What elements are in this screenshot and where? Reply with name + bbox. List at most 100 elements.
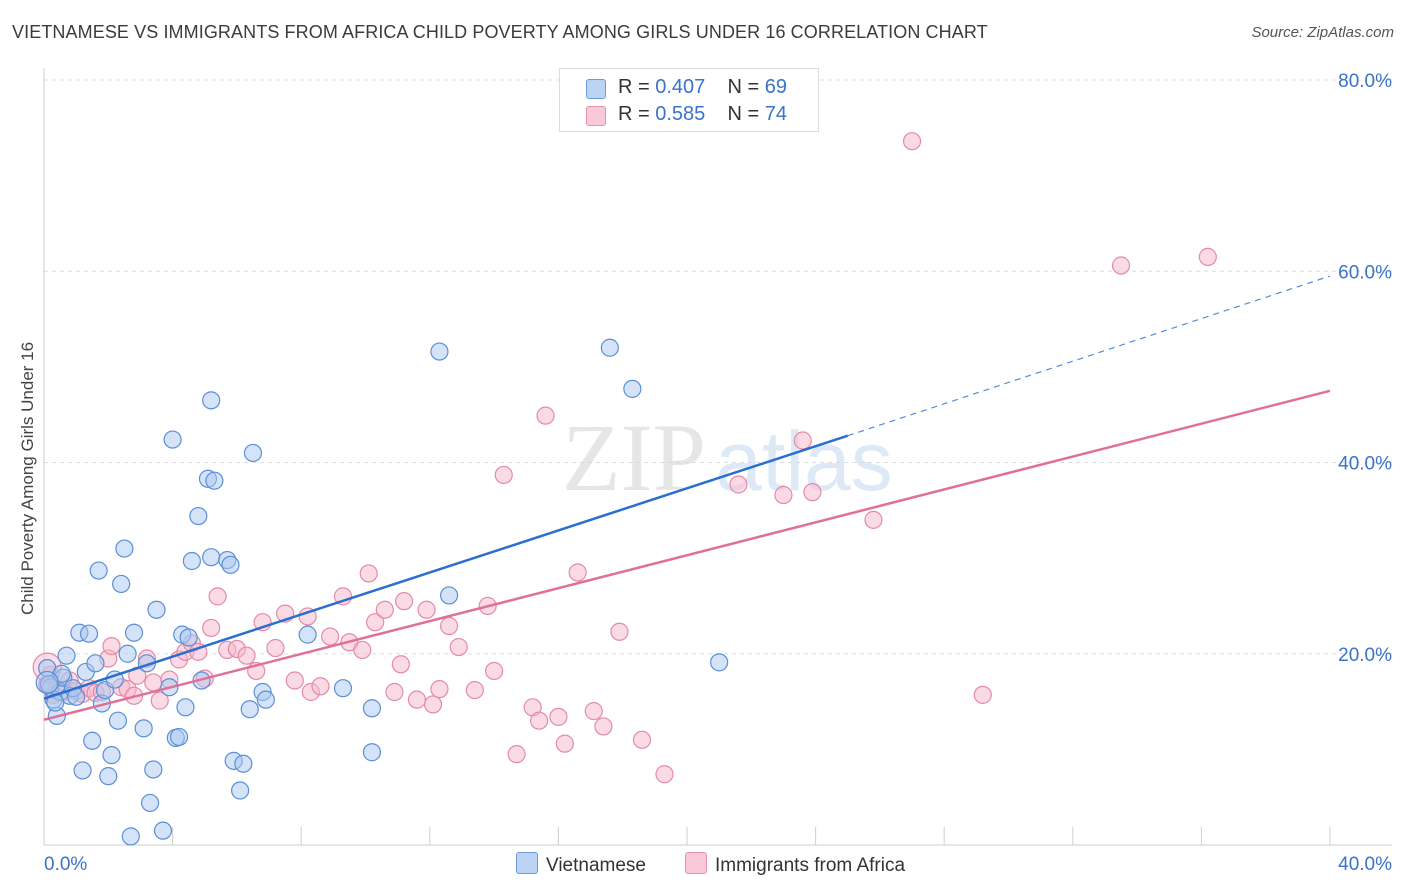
africa-point	[494, 465, 513, 485]
vietnamese-point	[243, 443, 263, 463]
watermark-zip: ZIP	[562, 404, 706, 511]
vietnamese-point	[298, 625, 317, 644]
vietnamese-point	[362, 743, 382, 762]
africa-point	[632, 730, 652, 749]
chart-title: VIETNAMESE VS IMMIGRANTS FROM AFRICA CHI…	[12, 22, 988, 42]
vietnamese-point	[710, 653, 729, 672]
vietnamese-point	[57, 646, 76, 665]
vietnamese-point	[124, 623, 144, 642]
y-axis-label: Child Poverty Among Girls Under 16	[18, 341, 37, 615]
africa-point	[359, 564, 378, 583]
bottom-legend-vietnamese: Vietnamese	[516, 852, 646, 877]
legend-r-value: 0.407	[655, 76, 706, 98]
africa-point	[729, 475, 748, 494]
bottom-legend-label: Vietnamese	[546, 855, 646, 876]
vietnamese-point	[79, 624, 99, 643]
africa-point	[530, 711, 549, 730]
africa-point	[353, 640, 372, 660]
vietnamese-point	[202, 548, 221, 567]
africa-point	[774, 485, 793, 505]
vietnamese-point	[600, 338, 619, 357]
source-label: Source: ZipAtlas.com	[1251, 24, 1394, 41]
africa-point	[391, 655, 410, 674]
vietnamese-point	[102, 746, 121, 765]
africa-point	[266, 638, 285, 658]
trend-lines	[43, 275, 1331, 721]
africa-point	[375, 600, 394, 619]
africa-point	[485, 661, 504, 681]
africa-point	[449, 637, 468, 657]
africa-point	[321, 627, 340, 646]
vietnamese-point	[86, 654, 105, 673]
vietnamese-point	[623, 379, 642, 398]
vietnamese-point	[231, 781, 250, 800]
legend-r-value: 0.585	[655, 103, 706, 125]
vietnamese-point	[176, 698, 195, 717]
bottom-legend-label: Immigrants from Africa	[715, 855, 906, 876]
vietnamese-point	[179, 628, 198, 647]
legend-swatch-pink	[586, 106, 606, 126]
vietnamese-points	[35, 338, 729, 846]
y-tick-label: 60.0%	[1338, 262, 1392, 283]
africa-point	[417, 600, 436, 619]
africa-point	[311, 677, 330, 696]
vietnamese-trend-extension	[847, 275, 1331, 437]
legend-n-value: 69	[764, 76, 788, 98]
vietnamese-point	[256, 690, 275, 709]
africa-point	[202, 618, 221, 638]
axes	[43, 68, 1392, 846]
africa-point	[208, 587, 227, 606]
legend-n-label: N =	[727, 76, 760, 98]
vietnamese-point	[362, 699, 382, 718]
africa-point	[144, 673, 163, 692]
africa-point	[973, 685, 992, 704]
vietnamese-point	[115, 539, 134, 558]
y-tick-label: 40.0%	[1338, 454, 1392, 475]
africa-point	[549, 707, 568, 726]
vietnamese-point	[439, 586, 459, 605]
vietnamese-point	[99, 767, 118, 786]
legend-n-label: N =	[727, 103, 760, 125]
africa-point	[465, 680, 484, 700]
africa-point	[1111, 256, 1131, 275]
vietnamese-point	[121, 827, 140, 846]
africa-point	[430, 680, 449, 699]
bottom-legend-africa: Immigrants from Africa	[685, 852, 905, 877]
vietnamese-point	[333, 679, 353, 698]
vietnamese-point	[430, 342, 449, 361]
africa-point	[793, 431, 812, 450]
vietnamese-point	[189, 506, 208, 526]
tick-labels: 20.0% 40.0% 60.0% 80.0% 0.0% 40.0%	[44, 71, 1392, 875]
vietnamese-point	[163, 430, 182, 449]
legend-r-label: R =	[618, 103, 650, 125]
vietnamese-point	[140, 793, 160, 813]
vietnamese-point	[234, 754, 253, 773]
legend-r-label: R =	[618, 76, 650, 98]
x-tick-label: 0.0%	[44, 854, 87, 875]
vietnamese-point	[144, 760, 163, 779]
y-tick-label: 20.0%	[1338, 645, 1392, 666]
vietnamese-point	[169, 727, 189, 747]
africa-point	[1198, 247, 1217, 267]
africa-point	[394, 592, 414, 611]
legend-swatch-blue	[586, 79, 606, 99]
africa-trend-line	[43, 389, 1331, 721]
vietnamese-point	[202, 391, 221, 410]
africa-point	[237, 646, 256, 665]
vietnamese-point	[182, 551, 201, 571]
africa-point	[423, 695, 443, 714]
africa-point	[507, 745, 526, 764]
bottom-legend-swatch-pink	[685, 852, 707, 874]
africa-point	[902, 132, 922, 151]
x-tick-label: 40.0%	[1338, 854, 1392, 875]
africa-point	[102, 636, 121, 656]
vietnamese-point	[108, 711, 128, 730]
vietnamese-point	[118, 644, 137, 663]
africa-point	[536, 406, 555, 425]
vietnamese-point	[73, 761, 92, 780]
grid-lines	[44, 79, 1392, 655]
africa-point	[285, 671, 304, 690]
africa-point	[439, 616, 459, 636]
vietnamese-point	[89, 561, 108, 580]
africa-point	[655, 765, 674, 784]
